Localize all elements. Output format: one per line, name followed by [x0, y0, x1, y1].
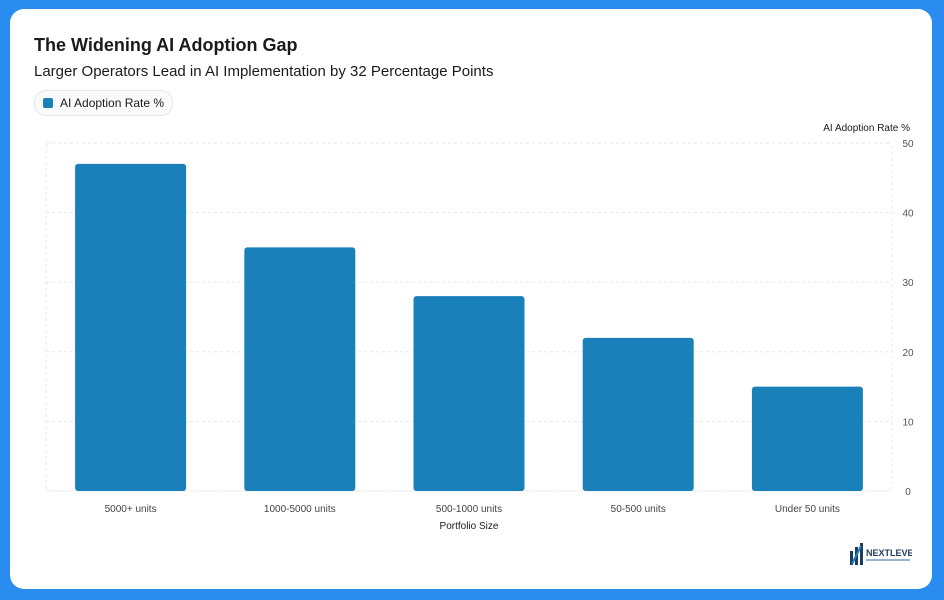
- y-tick-label: 40: [902, 209, 914, 220]
- nextlevel-logo: NEXTLEVEL: [850, 543, 912, 565]
- x-tick-label: 500-1000 units: [436, 504, 502, 515]
- x-tick-label: 50-500 units: [611, 504, 666, 515]
- chart-subtitle: Larger Operators Lead in AI Implementati…: [34, 63, 494, 80]
- y-tick-label: 10: [902, 417, 914, 428]
- bars: [75, 163, 863, 491]
- x-tick-labels: 5000+ units 1000-5000 units 500-1000 units…: [105, 504, 840, 515]
- x-tick-label: 1000-5000 units: [264, 504, 336, 515]
- logo-text: NEXTLEVEL: [866, 548, 912, 558]
- x-tick-label: Under 50 units: [775, 504, 840, 515]
- legend-swatch: [43, 98, 53, 108]
- bar[interactable]: [751, 386, 863, 491]
- y-tick-label: 0: [905, 487, 911, 498]
- chart-title: The Widening AI Adoption Gap: [34, 35, 298, 55]
- chart-card: The Widening AI Adoption Gap Larger Oper…: [10, 9, 932, 589]
- bar[interactable]: [582, 337, 694, 491]
- y-tick-label: 50: [902, 139, 914, 150]
- bar[interactable]: [75, 163, 187, 491]
- legend-label: AI Adoption Rate %: [60, 96, 165, 110]
- x-tick-label: 5000+ units: [105, 504, 157, 515]
- legend[interactable]: AI Adoption Rate %: [34, 90, 174, 116]
- bar[interactable]: [244, 247, 356, 491]
- y-tick-label: 30: [902, 278, 914, 289]
- y-tick-label: 20: [902, 348, 914, 359]
- y-tick-labels: 0 10 20 30 40 50: [902, 139, 914, 498]
- bar[interactable]: [413, 296, 525, 491]
- x-axis-label: Portfolio Size: [440, 521, 499, 532]
- y-axis-label: AI Adoption Rate %: [823, 123, 910, 134]
